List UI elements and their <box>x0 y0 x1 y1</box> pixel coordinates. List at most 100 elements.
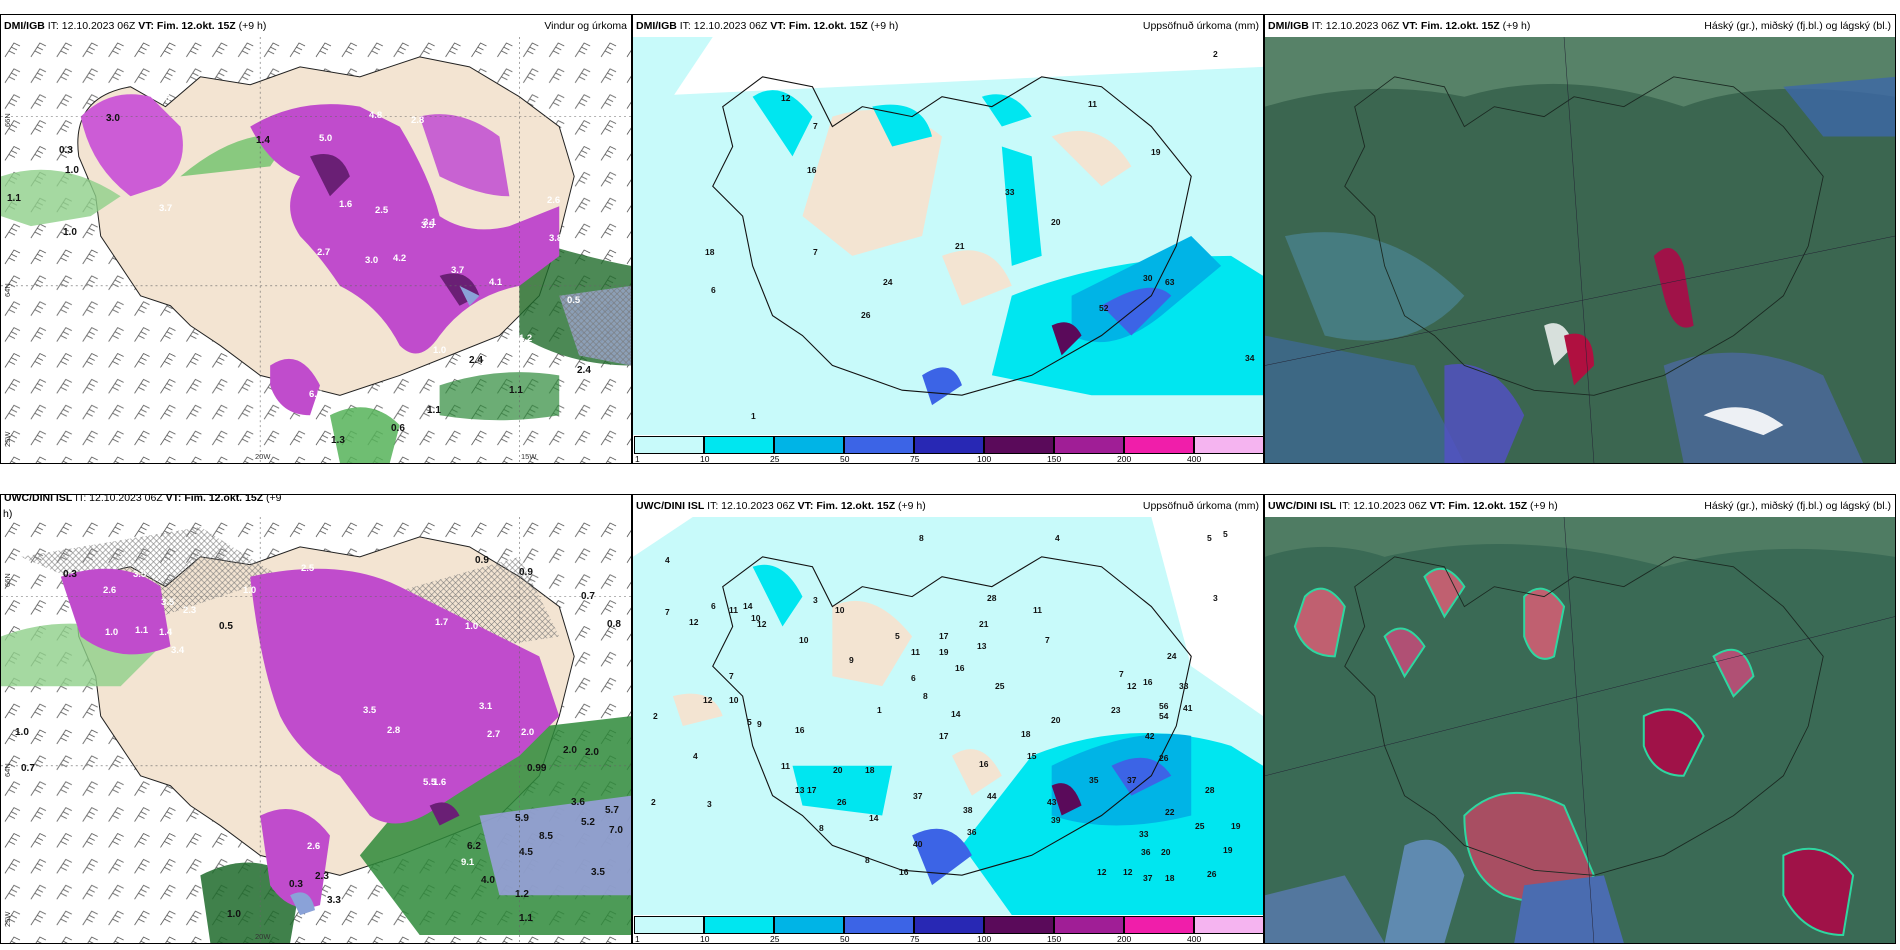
precip-value: 13 <box>795 785 805 795</box>
color-legend: 1 10 25 50 75 100 150 200 400 <box>633 915 1263 943</box>
wind-value: 6.2 <box>467 841 481 852</box>
header-left: UWC/DINI ISL IT: 12.10.2023 06Z VT: Fim.… <box>4 494 282 509</box>
panel-header: UWC/DINI ISL IT: 12.10.2023 06Z VT: Fim.… <box>1 494 631 520</box>
wind-value: 1.2 <box>515 889 529 900</box>
cloud-map <box>1265 517 1895 943</box>
wind-value: 4.8 <box>369 110 383 121</box>
legend-swatch <box>1194 436 1263 454</box>
precip-value: 1 <box>877 705 882 715</box>
wind-value: 3.7 <box>159 203 173 214</box>
precip-value: 16 <box>1143 677 1153 687</box>
wind-value: 2.8 <box>387 725 401 736</box>
wind-value: 3.3 <box>327 895 341 906</box>
wind-value: 1.6 <box>339 199 353 210</box>
map-area[interactable] <box>1265 517 1895 943</box>
lon-label-25w: 25W <box>3 431 12 447</box>
precip-green <box>1 134 631 463</box>
wind-value: 0.9 <box>475 555 489 566</box>
precip-value: 16 <box>955 663 965 673</box>
precip-value: 10 <box>799 635 809 645</box>
wind-value: 4.2 <box>393 253 407 264</box>
precip-value: 20 <box>1051 217 1061 227</box>
wind-value: 5.5 <box>423 777 437 788</box>
map-area[interactable] <box>1 37 631 463</box>
wind-value: 0.7 <box>581 591 595 602</box>
map-area[interactable] <box>1 517 631 943</box>
wind-value: 2.8 <box>411 115 425 126</box>
wind-value: 2.5 <box>375 205 389 216</box>
map-area[interactable] <box>633 37 1263 435</box>
header-left: DMI/IGB IT: 12.10.2023 06Z VT: Fim. 12.o… <box>1268 15 1530 37</box>
legend-tick: 200 <box>1117 934 1132 944</box>
precip-value: 17 <box>939 731 949 741</box>
wind-value: 0.8 <box>607 619 621 630</box>
panel-accum-precip-uwc[interactable]: UWC/DINI ISL IT: 12.10.2023 06Z VT: Fim.… <box>632 494 1264 944</box>
wind-value: 0.6 <box>391 423 405 434</box>
wind-value: 3.8 <box>157 93 171 104</box>
legend-tick: 1 <box>635 454 640 464</box>
precip-value: 14 <box>743 601 753 611</box>
legend-tick: 100 <box>977 454 992 464</box>
precip-value: 38 <box>963 805 973 815</box>
header-left: UWC/DINI ISL IT: 12.10.2023 06Z VT: Fim.… <box>1268 495 1558 517</box>
wind-value: 2.6 <box>103 585 117 596</box>
product-title: Vindur og úrkoma <box>544 20 627 32</box>
panel-accum-precip-dmi[interactable]: DMI/IGB IT: 12.10.2023 06Z VT: Fim. 12.o… <box>632 14 1264 464</box>
panel-header: UWC/DINI ISL IT: 12.10.2023 06Z VT: Fim.… <box>633 495 1263 517</box>
precip-value: 4 <box>1055 533 1060 543</box>
precip-value: 39 <box>1051 815 1061 825</box>
wind-value: 3.8 <box>549 233 563 244</box>
precip-value: 63 <box>1165 277 1175 287</box>
precip-value: 5 <box>747 717 752 727</box>
wind-value: 0.5 <box>567 295 581 306</box>
precip-value: 9 <box>849 655 854 665</box>
wind-value: 2.6 <box>547 195 561 206</box>
wind-value: 3.5 <box>421 220 435 231</box>
header-left: DMI/IGB IT: 12.10.2023 06Z VT: Fim. 12.o… <box>636 15 898 37</box>
panel-clouds-dmi[interactable]: DMI/IGB IT: 12.10.2023 06Z VT: Fim. 12.o… <box>1264 14 1896 464</box>
precip-value: 16 <box>899 867 909 877</box>
precip-value: 26 <box>1207 869 1217 879</box>
precip-value: 30 <box>1143 273 1153 283</box>
precip-value: 16 <box>979 759 989 769</box>
precip-value: 42 <box>1145 731 1155 741</box>
wind-value: 3.4 <box>171 645 185 656</box>
precip-value: 12 <box>757 619 767 629</box>
wind-value: 5.9 <box>515 813 529 824</box>
precip-value: 5 <box>895 631 900 641</box>
init-time: IT: 12.10.2023 06Z <box>75 494 163 504</box>
map-area[interactable] <box>633 517 1263 915</box>
legend-swatch <box>774 436 844 454</box>
wind-value: 1.0 <box>63 227 77 238</box>
precip-value: 23 <box>1111 705 1121 715</box>
panel-wind-precip-uwc[interactable]: UWC/DINI ISL IT: 12.10.2023 06Z VT: Fim.… <box>0 494 632 944</box>
precip-value: 54 <box>1159 711 1169 721</box>
precip-value: 2 <box>653 711 658 721</box>
precip-value: 34 <box>1245 353 1255 363</box>
precip-value: 10 <box>751 613 761 623</box>
precip-value: 11 <box>729 605 738 615</box>
wind-value: 4.5 <box>519 847 533 858</box>
wind-value: 1.7 <box>435 617 449 628</box>
precip-value: 6 <box>711 601 716 611</box>
lat-label-64n: 64N <box>3 763 12 777</box>
wind-value: 1.0 <box>15 727 29 738</box>
legend-tick: 10 <box>700 934 710 944</box>
legend-swatch <box>914 916 984 934</box>
panel-clouds-uwc[interactable]: UWC/DINI ISL IT: 12.10.2023 06Z VT: Fim.… <box>1264 494 1896 944</box>
panel-wind-precip-dmi[interactable]: DMI/IGB IT: 12.10.2023 06Z VT: Fim. 12.o… <box>0 14 632 464</box>
wind-value: 2.3 <box>315 871 329 882</box>
wind-value: 2.0 <box>585 747 599 758</box>
precip-value: 52 <box>1099 303 1109 313</box>
legend-tick: 150 <box>1047 934 1062 944</box>
valid-time: VT: Fim. 12.okt. 15Z <box>138 20 236 32</box>
precip-value: 24 <box>1167 651 1177 661</box>
wind-value: 2.0 <box>521 727 535 738</box>
init-time: IT: 12.10.2023 06Z <box>47 20 136 32</box>
wind-value: 1.0 <box>105 627 119 638</box>
precip-value: 26 <box>861 310 871 320</box>
wind-value: 5.7 <box>605 805 619 816</box>
valid-time: VT: Fim. 12.okt. 15Z <box>1402 20 1500 32</box>
map-area[interactable] <box>1265 37 1895 463</box>
legend-tick: 25 <box>770 934 780 944</box>
